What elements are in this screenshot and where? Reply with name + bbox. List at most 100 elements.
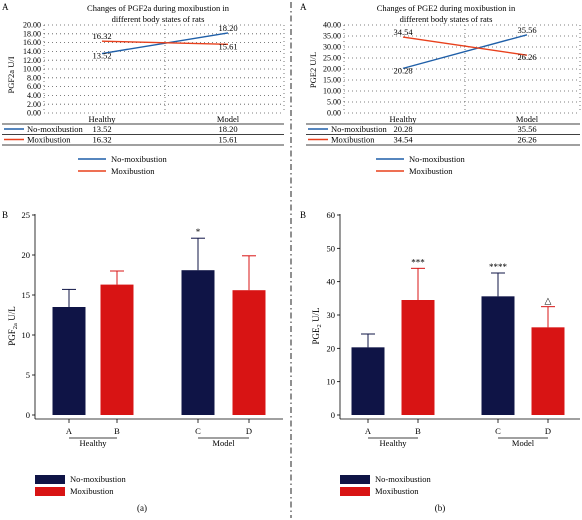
x-tick-label: B [415, 426, 421, 436]
significance-marker: **** [489, 262, 508, 272]
x-tick-label: A [365, 426, 372, 436]
bar-chart-pgf2a: B PGF2a U/L 0 5 10 15 20 25 * A B C D Healthy Mode… [2, 210, 283, 513]
data-label: 26.26 [517, 52, 536, 62]
y-tick-label: 40 [327, 277, 336, 287]
legend-label: Moxibustion [375, 486, 419, 496]
y-tick-label: 18.00 [23, 29, 41, 38]
table-cell: 15.61 [218, 135, 237, 145]
y-tick-label: 16.00 [23, 38, 41, 47]
group-label: Healthy [380, 438, 408, 448]
data-label: 16.32 [92, 31, 111, 41]
table-row-name: Moxibustion [331, 135, 375, 145]
bar [52, 307, 86, 415]
bar [531, 327, 565, 415]
y-axis-label: PGF2a U/L [7, 306, 19, 345]
bar [100, 284, 134, 415]
bar [232, 290, 266, 415]
table-cell: 20.28 [393, 124, 412, 134]
y-tick-label: 10.00 [323, 87, 341, 96]
table-cell: 18.20 [218, 124, 237, 134]
y-tick-label: 12.00 [23, 56, 41, 65]
bar [181, 270, 215, 415]
y-tick-label: 6.00 [27, 82, 41, 91]
bar [481, 296, 515, 415]
data-label: 34.54 [393, 27, 413, 37]
legend-label: No-moxibustion [409, 154, 465, 164]
y-tick-label: 35.00 [323, 32, 341, 41]
y-tick-label: 20.00 [323, 65, 341, 74]
table-cell: 16.32 [92, 135, 111, 145]
panel-letter: A [2, 2, 9, 12]
legend-label: No-moxibustion [111, 154, 167, 164]
y-tick-label: 0 [331, 410, 335, 420]
y-axis-label: PGE2 U/L [311, 307, 323, 344]
chart-title-line-2: different body states of rats [112, 14, 205, 24]
y-tick-label: 25 [22, 210, 31, 220]
table-cell: 35.56 [517, 124, 536, 134]
x-tick-label: D [545, 426, 551, 436]
x-category-label: Model [217, 114, 240, 124]
panel-caption: (a) [137, 503, 147, 513]
bar [401, 300, 435, 415]
significance-marker: * [196, 227, 201, 237]
y-tick-label: 0.00 [27, 109, 41, 118]
panel-caption: (b) [435, 503, 446, 513]
data-label: 18.20 [218, 23, 237, 33]
x-tick-label: B [114, 426, 120, 436]
series-line [402, 34, 528, 70]
y-tick-label: 15.00 [323, 76, 341, 85]
significance-marker: *** [411, 257, 425, 267]
group-label: Healthy [80, 438, 108, 448]
y-tick-label: 40.00 [323, 21, 341, 30]
x-tick-label: A [66, 426, 73, 436]
legend-label: No-moxibustion [70, 474, 126, 484]
y-axis-label: PGE2 U/L [308, 52, 318, 88]
y-tick-label: 20 [327, 343, 336, 353]
legend-swatch [340, 475, 370, 484]
y-tick-label: 30 [327, 310, 336, 320]
y-axis-label: PGF2a U/I [6, 56, 16, 93]
y-tick-label: 0.00 [327, 109, 341, 118]
chart-title-line-1: Changes of PGF2a during moxibustion in [87, 3, 230, 13]
x-category-label: Healthy [89, 114, 117, 124]
significance-marker: △ [545, 296, 552, 306]
chart-title-line-1: Changes of PGE2 during moxibustion in [377, 3, 516, 13]
y-tick-label: 60 [327, 210, 336, 220]
line-chart-pgf2a: A Changes of PGF2a during moxibustion in… [2, 2, 285, 176]
y-tick-label: 50 [327, 243, 336, 253]
table-cell: 26.26 [517, 135, 536, 145]
data-label: 35.56 [517, 25, 536, 35]
group-label: Model [512, 438, 535, 448]
y-tick-label: 8.00 [27, 73, 41, 82]
series-line [101, 40, 229, 46]
data-label: 13.52 [92, 51, 111, 61]
group-label: Model [212, 438, 235, 448]
x-category-label: Model [516, 114, 539, 124]
panel-letter: A [300, 2, 307, 12]
y-tick-label: 5 [26, 370, 30, 380]
x-tick-label: D [246, 426, 252, 436]
legend-label: Moxibustion [70, 486, 114, 496]
y-tick-label: 10 [22, 330, 31, 340]
legend-swatch [35, 487, 65, 496]
y-tick-label: 10.00 [23, 65, 41, 74]
series-line [402, 36, 528, 56]
table-row-name: Moxibustion [27, 135, 71, 145]
line-chart-pge2: A Changes of PGE2 during moxibustion in … [300, 2, 581, 176]
y-tick-label: 20.00 [23, 21, 41, 30]
y-tick-label: 14.00 [23, 47, 41, 56]
legend-swatch [340, 487, 370, 496]
table-cell: 13.52 [92, 124, 111, 134]
y-tick-label: 30.00 [323, 43, 341, 52]
y-tick-label: 2.00 [27, 100, 41, 109]
x-tick-label: C [195, 426, 201, 436]
y-tick-label: 4.00 [27, 91, 41, 100]
panel-letter: B [300, 210, 306, 220]
legend-label: No-moxibustion [375, 474, 431, 484]
y-tick-label: 25.00 [323, 54, 341, 63]
chart-title-line-2: different body states of rats [400, 14, 493, 24]
legend-swatch [35, 475, 65, 484]
y-tick-label: 20 [22, 250, 31, 260]
